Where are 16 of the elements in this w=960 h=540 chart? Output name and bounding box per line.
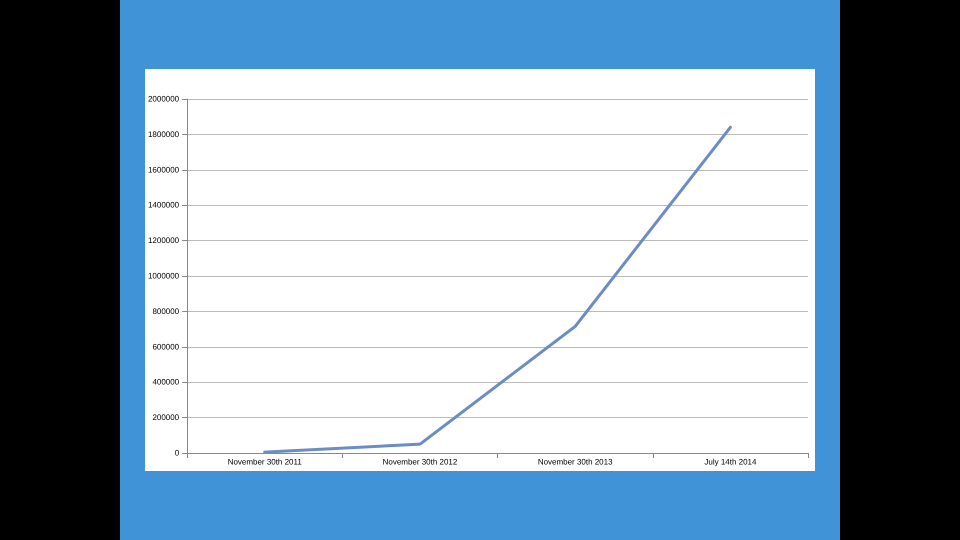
y-tick-label: 600000 <box>152 342 180 352</box>
y-tick-label: 200000 <box>152 413 180 422</box>
y-tick-label: 1800000 <box>148 130 180 139</box>
y-tick-label: 800000 <box>152 306 180 316</box>
line-series <box>263 126 732 454</box>
x-tick-label: November 30th 2011 <box>228 458 302 466</box>
y-tick-label: 1000000 <box>148 272 180 280</box>
x-tick-label: November 30th 2012 <box>382 458 458 466</box>
y-tick-label: 1600000 <box>148 165 180 174</box>
y-tick-label: 400000 <box>152 378 180 387</box>
x-tick-label: July 14th 2014 <box>704 458 757 466</box>
y-tick-label: 1200000 <box>148 236 180 246</box>
y-tick-label: 0 <box>174 448 180 458</box>
y-tick-label: 2000000 <box>148 94 180 104</box>
y-tick-label: 1400000 <box>148 200 180 210</box>
x-tick-label: November 30th 2013 <box>538 458 614 466</box>
